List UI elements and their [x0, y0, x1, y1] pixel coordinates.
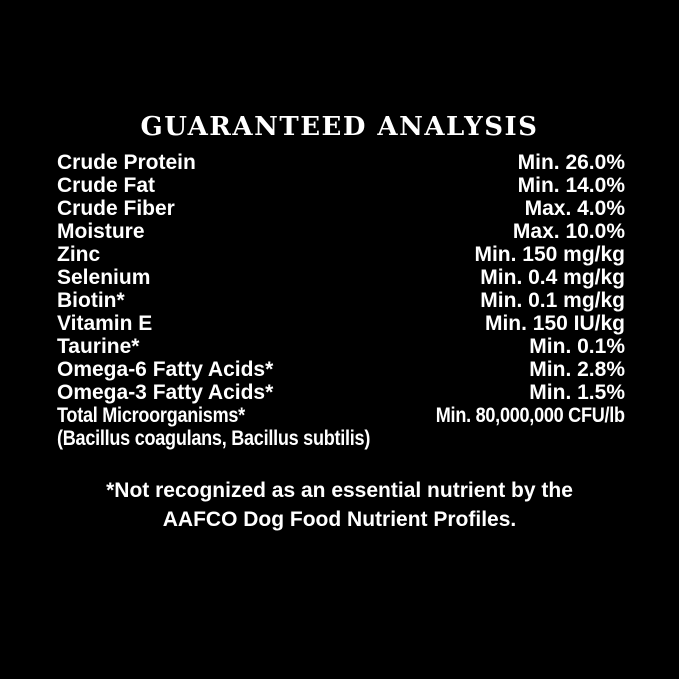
analysis-row: Selenium Min. 0.4 mg/kg [57, 266, 625, 289]
analysis-rows: Crude Protein Min. 26.0% Crude Fat Min. 14.… [57, 151, 625, 450]
footnote-line-1: *Not recognized as an essential nutrient… [106, 479, 573, 502]
footnote-line-2: AAFCO Dog Food Nutrient Profiles. [162, 508, 517, 531]
analysis-row: Omega-6 Fatty Acids* Min. 2.8% [57, 358, 625, 381]
nutrient-value: Min. 26.0% [517, 151, 625, 174]
analysis-row: Crude Fiber Max. 4.0% [57, 197, 625, 220]
analysis-row: Biotin* Min. 0.1 mg/kg [57, 289, 625, 312]
analysis-row: Zinc Min. 150 mg/kg [57, 243, 625, 266]
analysis-row: Crude Fat Min. 14.0% [57, 174, 625, 197]
analysis-row: Moisture Max. 10.0% [57, 220, 625, 243]
nutrient-value: Min. 2.8% [529, 358, 625, 381]
nutrient-name: Crude Protein [57, 151, 196, 174]
nutrient-name: Taurine* [57, 335, 140, 358]
nutrient-name: (Bacillus coagulans, Bacillus subtilis) [57, 427, 371, 450]
analysis-row: Crude Protein Min. 26.0% [57, 151, 625, 174]
nutrient-value: Max. 10.0% [512, 220, 625, 243]
nutrient-value: Min. 150 mg/kg [474, 243, 625, 266]
nutrient-value: Min. 0.4 mg/kg [480, 266, 625, 289]
analysis-row: Taurine* Min. 0.1% [57, 335, 625, 358]
analysis-row: Vitamin E Min. 150 IU/kg [57, 312, 625, 335]
nutrient-value: Min. 14.0% [517, 174, 625, 197]
nutrient-name: Omega-3 Fatty Acids* [57, 381, 274, 404]
nutrient-name: Vitamin E [57, 312, 153, 335]
nutrient-name: Biotin* [57, 289, 125, 312]
footnote: *Not recognized as an essential nutrient… [0, 476, 679, 534]
nutrient-name: Moisture [57, 220, 145, 243]
nutrient-value: Min. 0.1 mg/kg [480, 289, 625, 312]
analysis-row: Omega-3 Fatty Acids* Min. 1.5% [57, 381, 625, 404]
nutrient-name: Selenium [57, 266, 151, 289]
nutrient-name: Omega-6 Fatty Acids* [57, 358, 274, 381]
nutrient-name: Zinc [57, 243, 101, 266]
nutrient-value: Min. 150 IU/kg [484, 312, 625, 335]
nutrient-name: Total Microorganisms* [57, 404, 245, 427]
nutrient-name: Crude Fiber [57, 197, 175, 220]
nutrient-value: Min. 1.5% [529, 381, 625, 404]
analysis-row: Total Microorganisms* Min. 80,000,000 CFU… [57, 404, 625, 427]
nutrient-value: Max. 4.0% [524, 197, 625, 220]
label-title: GUARANTEED ANALYSIS [140, 112, 539, 142]
nutrient-name: Crude Fat [57, 174, 156, 197]
analysis-row: (Bacillus coagulans, Bacillus subtilis) [57, 427, 625, 450]
nutrient-value: Min. 0.1% [529, 335, 625, 358]
nutrient-value: Min. 80,000,000 CFU/lb [435, 404, 625, 427]
